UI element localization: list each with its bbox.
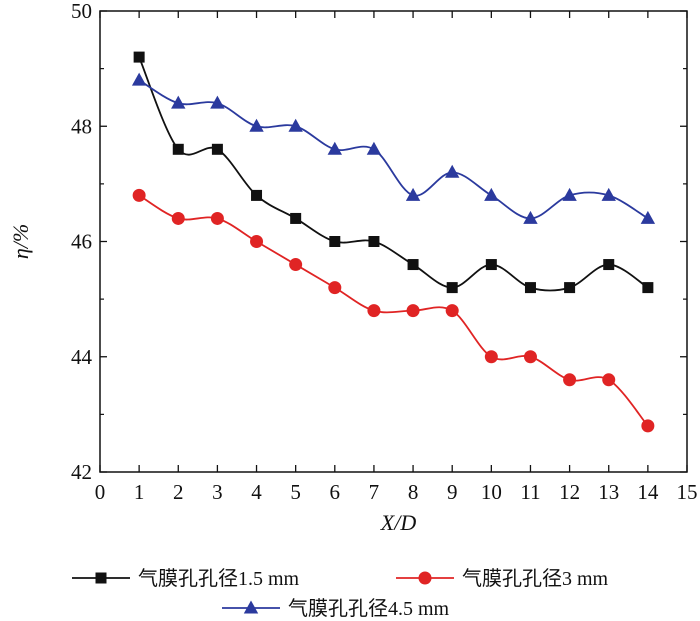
- data-point: [446, 282, 458, 294]
- legend-item: 气膜孔孔径4.5 mm: [222, 597, 450, 620]
- x-axis-label: X/D: [380, 510, 417, 535]
- data-point: [407, 259, 419, 271]
- data-point: [642, 282, 654, 294]
- x-tick-label: 14: [637, 480, 659, 504]
- legend-item: 气膜孔孔径3 mm: [396, 567, 609, 590]
- data-point: [171, 211, 185, 225]
- y-tick-label: 42: [71, 460, 92, 484]
- y-tick-label: 44: [71, 345, 93, 369]
- x-tick-label: 2: [173, 480, 184, 504]
- data-point: [484, 187, 499, 201]
- legend-label: 气膜孔孔径1.5 mm: [138, 567, 300, 590]
- data-point: [327, 141, 342, 155]
- data-point: [251, 189, 263, 201]
- data-point: [564, 282, 576, 294]
- data-point: [290, 212, 302, 224]
- data-point: [289, 258, 303, 272]
- x-tick-label: 11: [520, 480, 540, 504]
- x-tick-label: 0: [95, 480, 106, 504]
- data-point: [366, 141, 382, 155]
- series-group: [131, 51, 656, 433]
- y-axis-label: η/%: [8, 224, 33, 259]
- x-tick-label: 6: [330, 480, 341, 504]
- x-tick-label: 15: [677, 480, 698, 504]
- plot-frame: [99, 10, 688, 473]
- data-point: [367, 304, 381, 318]
- data-point: [249, 118, 264, 132]
- legend-label: 气膜孔孔径4.5 mm: [288, 597, 450, 620]
- data-point: [210, 211, 224, 225]
- y-tick-label: 48: [71, 114, 92, 138]
- data-point: [131, 72, 147, 86]
- data-point: [523, 350, 537, 364]
- x-tick-label: 7: [369, 480, 380, 504]
- data-point: [641, 419, 655, 433]
- data-point: [172, 143, 184, 155]
- data-point: [132, 188, 146, 202]
- data-point: [445, 304, 459, 318]
- data-point: [171, 95, 186, 109]
- data-point: [602, 373, 616, 387]
- legend-marker: [243, 600, 259, 614]
- y-tick-label: 50: [71, 0, 92, 23]
- data-point: [329, 236, 341, 247]
- data-point: [485, 259, 497, 271]
- data-point: [524, 282, 536, 294]
- data-point: [562, 187, 577, 201]
- x-tick-label: 12: [559, 480, 580, 504]
- data-point: [368, 236, 380, 247]
- data-point: [601, 187, 616, 201]
- data-point: [133, 51, 145, 63]
- data-point: [484, 350, 498, 364]
- series-2: [132, 188, 655, 433]
- legend-item: 气膜孔孔径1.5 mm: [72, 567, 300, 590]
- x-tick-label: 13: [598, 480, 619, 504]
- series-3: [131, 72, 656, 224]
- data-point: [406, 304, 420, 318]
- x-tick-label: 4: [251, 480, 262, 504]
- data-point: [250, 235, 264, 248]
- data-point: [211, 143, 223, 155]
- x-tick-label: 1: [134, 480, 145, 504]
- plot-area: [99, 10, 688, 473]
- data-point: [445, 164, 460, 178]
- data-point: [523, 210, 538, 224]
- data-point: [640, 210, 656, 224]
- legend-marker: [95, 572, 107, 584]
- data-point: [210, 95, 225, 109]
- x-tick-label: 9: [447, 480, 458, 504]
- series-1: [133, 51, 654, 294]
- legend-marker: [418, 571, 432, 585]
- x-tick-label: 5: [290, 480, 301, 504]
- y-tick-label: 46: [71, 230, 92, 254]
- data-point: [405, 187, 421, 201]
- x-tick-label: 3: [212, 480, 223, 504]
- series-line: [138, 194, 649, 427]
- data-point: [603, 259, 615, 271]
- data-point: [288, 118, 303, 132]
- x-tick-label: 8: [408, 480, 419, 504]
- data-point: [563, 373, 577, 387]
- data-point: [328, 281, 342, 295]
- legend-label: 气膜孔孔径3 mm: [462, 567, 609, 590]
- legend: 气膜孔孔径1.5 mm 气膜孔孔径3 mm 气膜孔孔径4.5 mm: [72, 567, 609, 620]
- x-tick-label: 10: [481, 480, 502, 504]
